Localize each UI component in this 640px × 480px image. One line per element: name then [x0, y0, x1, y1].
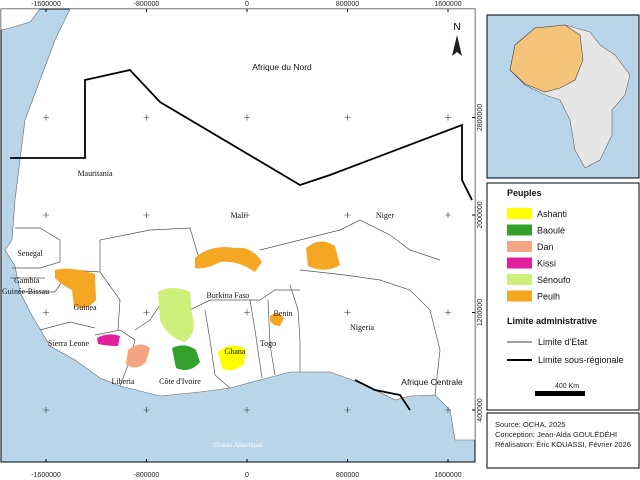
- legend-swatch: [507, 241, 532, 252]
- people-area: [158, 288, 194, 342]
- x-tick-label: 0: [245, 472, 249, 479]
- people-area: [126, 344, 150, 368]
- graticule-cross: [344, 407, 351, 413]
- graticule-cross: [143, 407, 150, 413]
- graticule-cross: [43, 212, 49, 218]
- country-label: Benin: [273, 309, 292, 318]
- north-label: N: [453, 22, 460, 33]
- country-label: Mali: [230, 211, 246, 220]
- x-tick-label: -800000: [134, 1, 160, 8]
- credit-line: Source: OCHA, 2025: [495, 420, 565, 429]
- graticule: [43, 114, 451, 413]
- graticule-cross: [43, 114, 49, 121]
- inset-west-africa: [509, 24, 584, 93]
- x-tick-label: 1600000: [434, 1, 461, 8]
- people-area: [195, 247, 262, 272]
- ocean-label: Océan Atlantique: [213, 442, 263, 449]
- country-label: Mauritania: [77, 169, 113, 178]
- y-tick-label: 400000: [477, 398, 484, 421]
- legend: Peuples Ashanti Baoulé Dan Kissi Sénoufo Peulh…: [507, 188, 624, 396]
- x-tick-label: 0: [245, 1, 249, 8]
- country-label: Guinea: [73, 303, 97, 312]
- region-label: Afrique du Nord: [252, 62, 312, 72]
- country-label: Côte d'Ivoire: [159, 377, 201, 386]
- x-tick-label: 800000: [336, 1, 359, 8]
- region-label: Afrique Centrale: [401, 377, 463, 387]
- country-label: Nigeria: [350, 323, 374, 332]
- north-arrow: [452, 35, 462, 56]
- legend-label: Ashanti: [537, 209, 567, 219]
- country-label: Guinée-Bissau: [2, 287, 49, 296]
- graticule-cross: [445, 407, 451, 413]
- country-label: Senegal: [17, 249, 43, 258]
- legend-title: Peuples: [507, 188, 542, 198]
- graticule-cross: [43, 407, 49, 413]
- legend-swatch: [507, 208, 532, 219]
- people-area: [306, 241, 340, 270]
- subregional-border: [10, 69, 473, 201]
- graticule-cross: [445, 212, 451, 218]
- legend-label: Kissi: [537, 259, 556, 269]
- subregional-border: [354, 379, 411, 411]
- people-area: [55, 268, 96, 308]
- graticule-cross: [244, 212, 250, 218]
- legend-label: Sénoufo: [537, 275, 571, 285]
- graticule-cross: [445, 309, 451, 316]
- credit-line: Réalisation: Éric KOUASSI, Février 2026: [495, 440, 631, 449]
- x-tick-label: -1600000: [31, 472, 61, 479]
- legend-swatch: [507, 290, 532, 302]
- graticule-cross: [244, 309, 250, 316]
- scale-bar: [535, 391, 585, 396]
- x-tick-label: 800000: [336, 472, 359, 479]
- state-borders: [10, 219, 441, 396]
- credit-line: Conception: Jean-Alda GOULÉDÉHI: [495, 430, 617, 439]
- graticule-cross: [143, 212, 150, 218]
- y-tick-label: 2000000: [477, 201, 484, 228]
- country-label: Ghana: [225, 347, 246, 356]
- graticule-cross: [344, 114, 351, 121]
- legend-swatch: [507, 257, 532, 269]
- scale-label: 400 Km: [555, 383, 579, 390]
- country-label: Niger: [376, 211, 395, 220]
- y-tick-label: 2800000: [477, 104, 484, 131]
- land-iberia: [0, 8, 41, 31]
- graticule-cross: [143, 114, 150, 121]
- legend-title: Limite administrative: [507, 316, 597, 326]
- country-label: Gambia: [14, 276, 40, 285]
- graticule-cross: [244, 407, 250, 413]
- y-tick-label: 1200000: [477, 299, 484, 326]
- people-area: [218, 345, 246, 371]
- people-area: [97, 334, 120, 346]
- graticule-cross: [43, 309, 49, 316]
- graticule-cross: [344, 309, 351, 316]
- country-label: Sierra Leone: [48, 339, 90, 348]
- legend-label: Peulh: [537, 292, 560, 302]
- peoples-areas: [55, 241, 340, 371]
- people-area: [270, 313, 284, 326]
- country-label: Burkina Faso: [207, 291, 250, 300]
- x-tick-label: -1600000: [31, 1, 61, 8]
- legend-label: Dan: [537, 242, 554, 252]
- country-label: Togo: [260, 339, 276, 348]
- credits-frame: [486, 412, 640, 469]
- graticule-cross: [143, 309, 150, 316]
- graticule-cross: [344, 212, 351, 218]
- legend-label: Baoulé: [537, 226, 565, 236]
- graticule-cross: [445, 114, 451, 121]
- people-area: [172, 345, 200, 370]
- legend-swatch: [507, 274, 532, 285]
- legend-label: Limite d'Etat: [538, 337, 588, 347]
- x-tick-label: -800000: [134, 472, 160, 479]
- legend-swatch: [507, 224, 532, 236]
- x-tick-label: 1600000: [434, 472, 461, 479]
- legend-label: Limite sous-régionale: [538, 355, 624, 365]
- country-label: Liberia: [111, 377, 135, 386]
- graticule-cross: [244, 114, 250, 121]
